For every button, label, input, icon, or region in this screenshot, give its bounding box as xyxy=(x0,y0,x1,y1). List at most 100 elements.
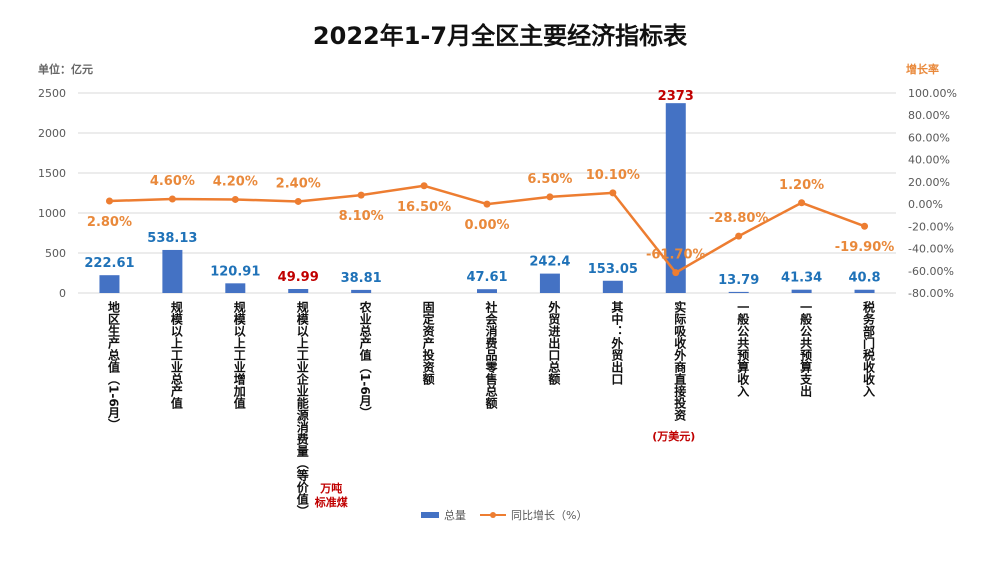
bar-value-label: 222.61 xyxy=(84,256,134,271)
category-label: 规模以上工业企业能源消费量（等价值） xyxy=(295,300,309,517)
growth-value-label: 2.40% xyxy=(276,176,321,191)
line-point xyxy=(105,197,113,205)
bar xyxy=(288,289,309,293)
category-note: 标准煤 xyxy=(314,495,349,509)
growth-value-label: 6.50% xyxy=(527,172,572,187)
bar xyxy=(99,275,120,293)
line-point xyxy=(420,182,428,190)
right-tick-label: 0.00% xyxy=(908,198,943,211)
gridlines xyxy=(78,92,896,294)
category-label: 规模以上工业增加值 xyxy=(232,300,246,410)
bar xyxy=(728,291,749,293)
left-tick-label: 0 xyxy=(59,287,66,300)
left-tick-label: 1500 xyxy=(38,167,66,180)
left-tick-label: 2000 xyxy=(38,127,66,140)
bar-value-label: 153.05 xyxy=(588,262,638,277)
bar xyxy=(351,289,372,293)
line-point xyxy=(735,232,743,240)
line-point xyxy=(798,199,806,207)
category-label: 外贸进出口总额 xyxy=(547,300,561,386)
chart-title: 2022年1-7月全区主要经济指标表 xyxy=(313,22,688,50)
right-tick-label: 20.00% xyxy=(908,176,950,189)
bar-value-label: 2373 xyxy=(658,89,694,104)
bar-series xyxy=(99,103,875,293)
bar-data-labels: 222.61 538.13 120.91 49.99 38.81 47.61 242.4 15… xyxy=(84,89,880,288)
line-point xyxy=(231,195,239,203)
growth-value-label: 0.00% xyxy=(464,218,509,233)
right-tick-label: -60.00% xyxy=(908,265,954,278)
right-tick-label: -80.00% xyxy=(908,287,954,300)
bar xyxy=(162,249,183,293)
growth-value-label: -19.90% xyxy=(835,240,895,255)
bar-value-label: 242.4 xyxy=(529,255,570,270)
bar-value-label: 538.13 xyxy=(147,231,197,246)
bar xyxy=(665,103,686,293)
bar xyxy=(477,289,497,293)
category-label: 其中：外贸出口 xyxy=(610,300,624,386)
legend-bar-label: 总量 xyxy=(444,508,466,522)
category-label: 实际吸收外商直接投资 xyxy=(673,300,687,422)
right-tick-label: 40.00% xyxy=(908,154,950,167)
bar-value-label: 41.34 xyxy=(781,271,822,286)
line-point xyxy=(861,222,869,230)
right-axis-ticks: -80.00% -60.00% -40.00% -20.00% 0.00% 20.00% 4… xyxy=(908,87,957,300)
right-axis-unit: 增长率 xyxy=(906,62,939,76)
legend-line-label: 同比增长（%） xyxy=(511,508,587,522)
category-note: 万吨 xyxy=(319,481,342,495)
line-series xyxy=(105,182,869,277)
growth-value-label: 1.20% xyxy=(779,178,824,193)
left-tick-label: 2500 xyxy=(38,87,66,100)
bar-value-label: 13.79 xyxy=(718,273,759,288)
category-label: 税务部门税收收入 xyxy=(862,300,876,398)
left-tick-label: 500 xyxy=(45,247,66,260)
line-point xyxy=(546,193,554,201)
growth-value-label: 16.50% xyxy=(397,200,451,215)
right-tick-label: -40.00% xyxy=(908,243,954,256)
category-label: 规模以上工业总产值 xyxy=(169,300,183,410)
category-label: 一般公共预算收入 xyxy=(736,301,750,398)
legend-bar-swatch xyxy=(421,512,439,518)
legend-line-marker xyxy=(490,512,496,518)
category-labels: 地区生产总值（1-6月） 规模以上工业总产值 规模以上工业增加值 规模以上工业企业能源… xyxy=(106,300,875,517)
right-tick-label: 100.00% xyxy=(908,87,957,100)
line-point xyxy=(483,200,491,208)
growth-value-label: 8.10% xyxy=(339,209,384,224)
bar xyxy=(602,280,623,293)
left-axis-ticks: 0 500 1000 1500 2000 2500 xyxy=(38,87,66,300)
left-axis-unit: 单位：亿元 xyxy=(38,62,93,76)
line-point xyxy=(672,269,680,277)
growth-value-label: 10.10% xyxy=(586,168,640,183)
growth-value-label: 4.60% xyxy=(150,174,195,189)
bar xyxy=(791,289,812,293)
right-tick-label: -20.00% xyxy=(908,220,954,233)
category-note: (万美元) xyxy=(652,429,695,443)
line-point xyxy=(609,189,617,197)
line-data-labels: 2.80% 4.60% 4.20% 2.40% 8.10% 16.50% 0.00% 6.50… xyxy=(87,168,894,263)
category-label: 社会消费品零售总额 xyxy=(484,300,498,410)
growth-value-label: 2.80% xyxy=(87,215,132,230)
growth-value-label: -28.80% xyxy=(709,211,769,226)
category-label: 地区生产总值（1-6月） xyxy=(106,300,120,431)
category-label: 固定资产投资额 xyxy=(421,301,435,386)
line-point xyxy=(294,197,302,205)
category-label: 农业总产值（1-6月） xyxy=(358,300,372,419)
bar-value-label: 38.81 xyxy=(341,271,382,286)
bar xyxy=(854,289,875,293)
bar xyxy=(225,283,246,293)
legend: 总量 同比增长（%） xyxy=(421,508,587,522)
right-tick-label: 60.00% xyxy=(908,131,950,144)
line-point xyxy=(357,191,365,199)
bar-value-label: 49.99 xyxy=(278,270,319,285)
growth-value-label: -61.70% xyxy=(646,248,706,263)
right-tick-label: 80.00% xyxy=(908,109,950,122)
bar-value-label: 120.91 xyxy=(210,264,260,279)
category-label: 一般公共预算支出 xyxy=(799,301,813,398)
left-tick-label: 1000 xyxy=(38,207,66,220)
line-point xyxy=(168,195,176,203)
bar-value-label: 40.8 xyxy=(848,271,880,286)
bar xyxy=(539,273,560,293)
growth-value-label: 4.20% xyxy=(213,174,258,189)
bar-value-label: 47.61 xyxy=(466,270,507,285)
